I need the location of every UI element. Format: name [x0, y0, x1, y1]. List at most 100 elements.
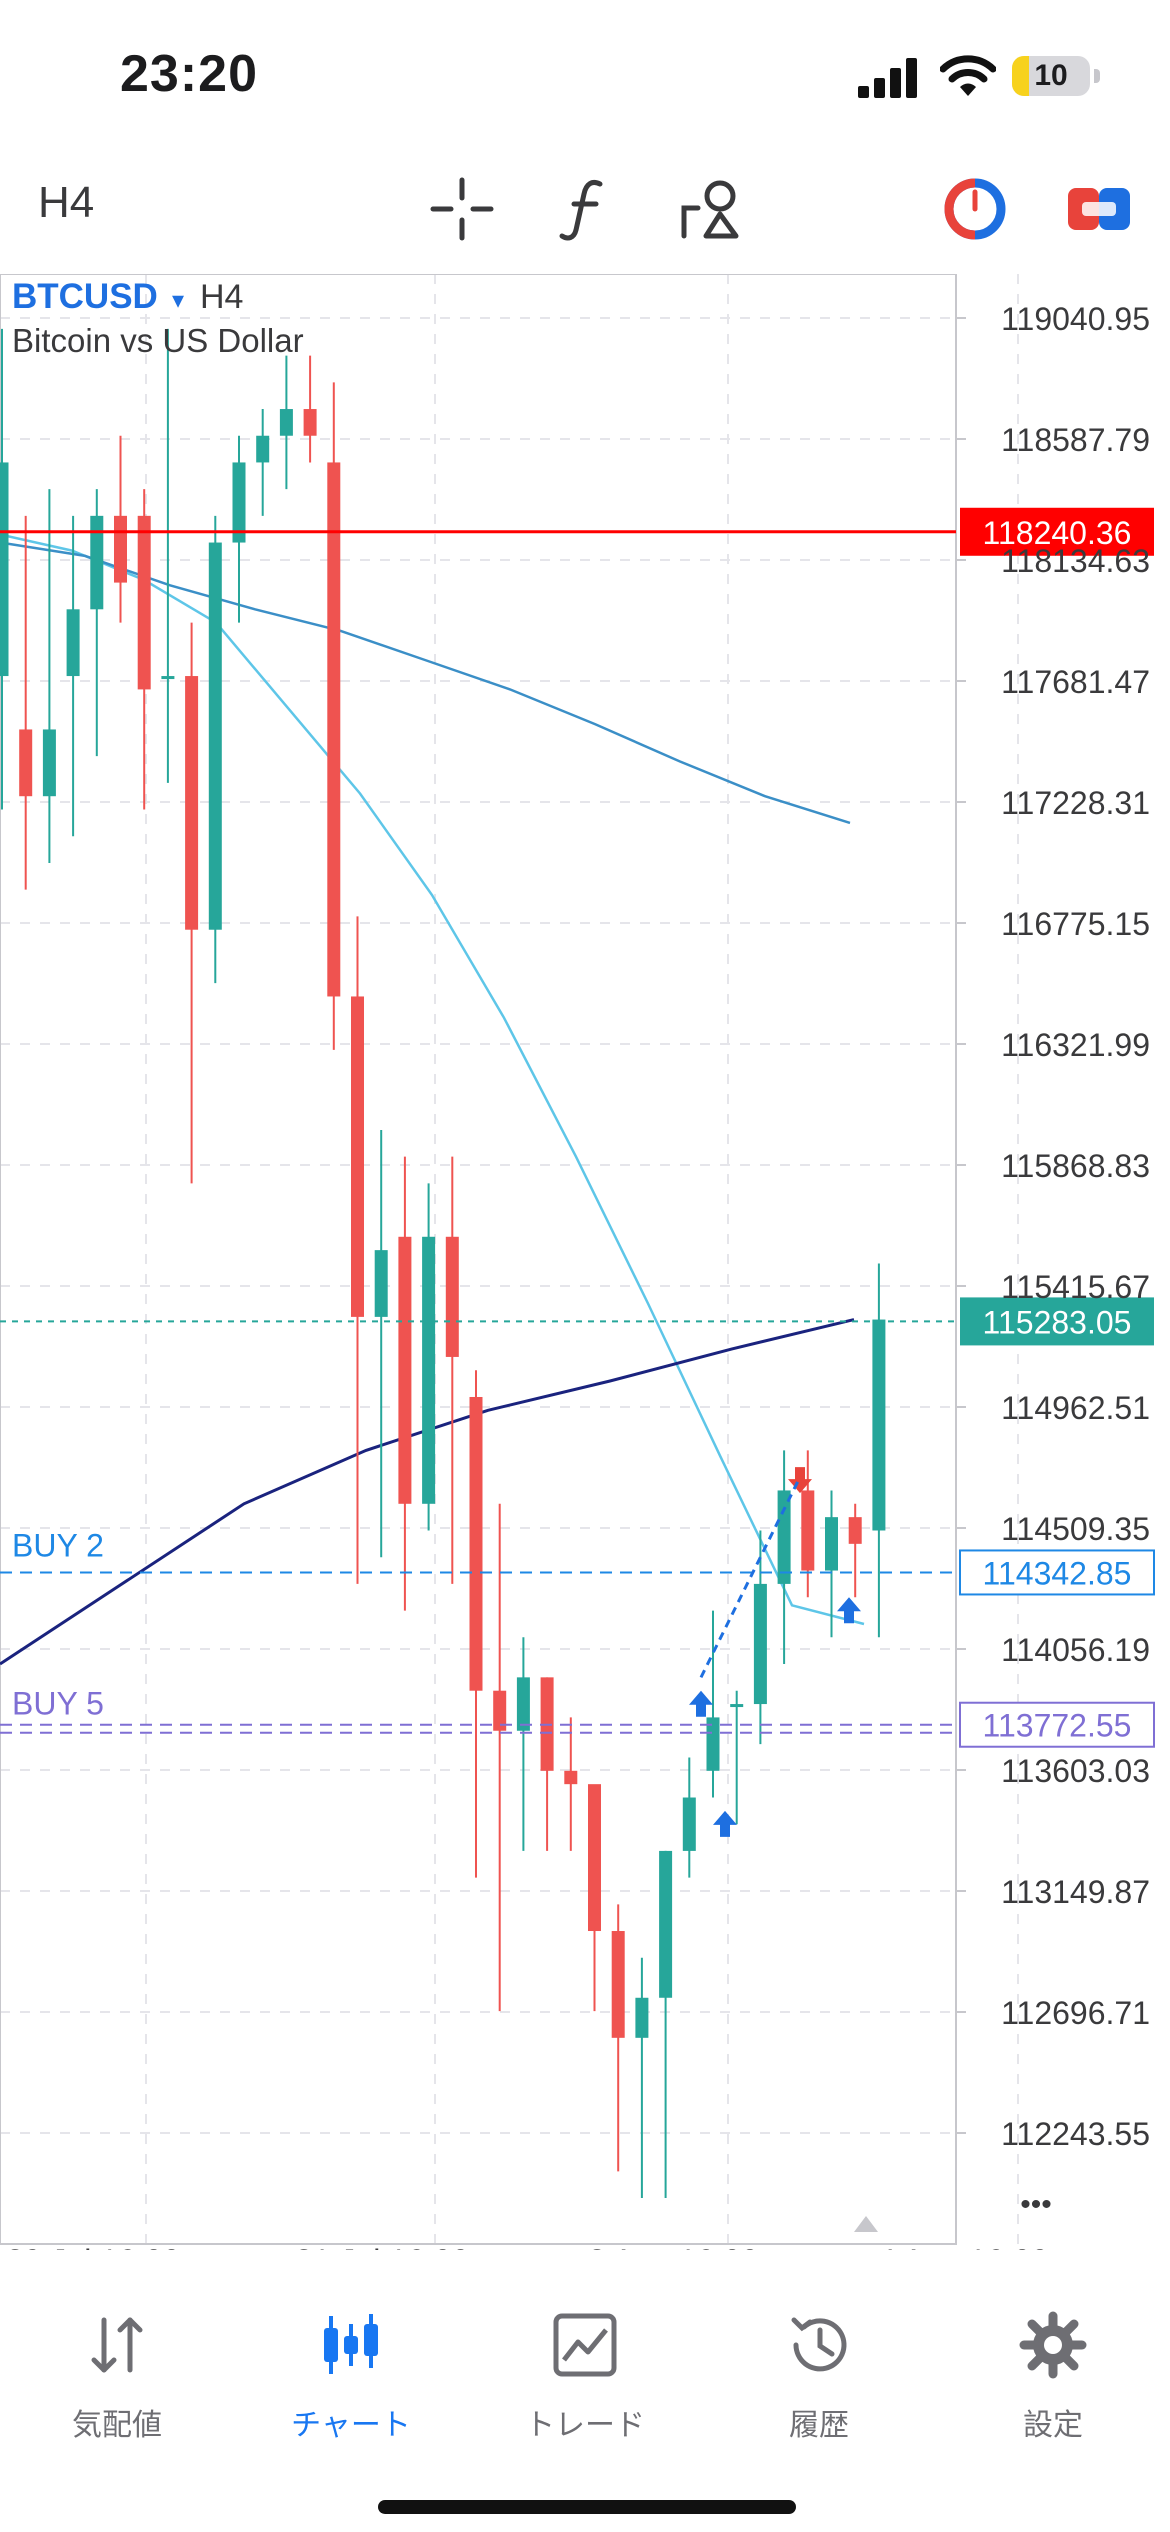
price-label: 116775.15: [1001, 906, 1150, 942]
candle-body: [256, 435, 270, 463]
wifi-icon: [940, 55, 996, 96]
price-label: 118587.79: [1001, 422, 1150, 458]
candle-body: [0, 462, 9, 677]
price-label: 112243.55: [1001, 2116, 1150, 2152]
candle: [66, 515, 80, 837]
candle: [564, 1717, 578, 1851]
buy5-price-box: [959, 1701, 1155, 1748]
trade-link-line: [699, 1476, 802, 1679]
candle-body: [374, 1250, 388, 1317]
tab-trade[interactable]: トレード: [468, 2270, 702, 2460]
symbol-label[interactable]: BTCUSD: [12, 277, 158, 316]
time-label: 29 Jul 16:00: [6, 2243, 180, 2250]
crosshair-icon[interactable]: [427, 174, 497, 244]
tab-quotes[interactable]: 気配値: [0, 2270, 234, 2460]
price-axis: 119040.95 118587.79 118134.63 117681.47 1172…: [956, 301, 1150, 2152]
candle: [327, 382, 341, 1050]
price-label: 115415.67: [1001, 1269, 1150, 1305]
symbol-dropdown-icon[interactable]: ▾: [172, 287, 184, 314]
chart-toolbar: H4: [0, 150, 1170, 274]
candle-body: [42, 729, 56, 797]
candle-body: [185, 676, 199, 930]
candle-body: [777, 1490, 791, 1584]
buy-arrow-icon[interactable]: [689, 1690, 713, 1717]
tab-settings[interactable]: 設定: [936, 2270, 1170, 2460]
buy2-label: BUY 2: [12, 1527, 104, 1563]
function-icon[interactable]: [552, 174, 622, 244]
candle: [753, 1530, 767, 1745]
price-label: 112696.71: [1001, 1995, 1150, 2031]
battery-fill: [1012, 56, 1029, 96]
moving-average-line: [0, 541, 851, 825]
candle: [279, 355, 293, 490]
chart-grid: [0, 274, 1019, 2244]
candle-body: [398, 1236, 412, 1504]
time-label: 4 Aug 16:00: [878, 2243, 1049, 2250]
candle-body: [493, 1690, 507, 1731]
candle: [185, 622, 199, 1184]
more-options-icon[interactable]: •••: [1020, 2188, 1052, 2221]
one-click-trading-icon[interactable]: [1064, 174, 1134, 244]
price-label: 117681.47: [1001, 664, 1150, 700]
candle: [398, 1156, 412, 1611]
candle-body: [445, 1236, 459, 1357]
candle: [516, 1637, 530, 1851]
candle: [588, 1784, 601, 2012]
candle-body: [66, 609, 80, 677]
tab-history[interactable]: 履歴: [702, 2270, 936, 2460]
buy-arrow-icon[interactable]: [837, 1597, 861, 1624]
candle-body: [801, 1490, 815, 1571]
trading-icon[interactable]: [940, 174, 1010, 244]
candle-body: [232, 462, 246, 543]
price-label: 115868.83: [1001, 1148, 1150, 1184]
candle-body: [422, 1236, 436, 1504]
scroll-end-marker[interactable]: [854, 2216, 878, 2232]
candle: [42, 489, 56, 863]
chart-timeframe-label: H4: [200, 278, 243, 316]
candle: [611, 1904, 625, 2172]
candle-body: [161, 676, 175, 680]
candle: [659, 1850, 673, 2199]
tab-history-label: 履歴: [789, 2409, 849, 2442]
candle-body: [611, 1931, 625, 2038]
candle-body: [635, 1997, 649, 2038]
red-level-price-text: 118240.36: [983, 515, 1132, 551]
sell-arrow-icon[interactable]: [788, 1467, 812, 1494]
candle-body: [753, 1583, 767, 1705]
tab-bar: 気配値 チャート トレード 履歴 設定: [0, 2270, 1170, 2532]
candle-body: [825, 1517, 838, 1571]
candle-body: [872, 1319, 886, 1531]
candle: [540, 1677, 554, 1851]
buy5-label: BUY 5: [12, 1686, 104, 1722]
candlestick-icon: [324, 2314, 378, 2374]
symbol-description: Bitcoin vs US Dollar: [12, 322, 304, 359]
candle: [137, 489, 151, 810]
status-time: 23:20: [120, 45, 258, 103]
trade-markers: [689, 1467, 861, 1837]
candle: [848, 1503, 862, 1598]
tab-chart[interactable]: チャート: [234, 2270, 468, 2460]
timeframe-button[interactable]: H4: [38, 178, 95, 227]
price-label: 119040.95: [1001, 301, 1150, 337]
objects-icon[interactable]: [676, 174, 746, 244]
price-chart[interactable]: 118240.36 115283.05 114342.85 113772.55 BUY …: [0, 273, 1170, 2279]
candle-body: [137, 515, 151, 690]
current-price-price-box: [960, 1297, 1154, 1346]
candle: [208, 515, 222, 984]
candle: [493, 1503, 507, 2012]
price-label: 118134.63: [1001, 543, 1150, 579]
price-label: 117228.31: [1001, 785, 1150, 821]
candle: [730, 1690, 744, 1825]
candle: [682, 1757, 696, 1878]
candle: [635, 1957, 649, 2199]
price-label: 113603.03: [1001, 1753, 1150, 1789]
tab-quotes-label: 気配値: [72, 2409, 162, 2442]
candle-body: [90, 515, 104, 610]
price-level-lines: 118240.36 115283.05 114342.85 113772.55 BUY …: [0, 507, 1155, 1748]
chart-border: [0, 273, 957, 2245]
buy-arrow-icon[interactable]: [713, 1810, 737, 1837]
price-label: 114962.51: [1001, 1390, 1150, 1426]
quotes-arrows-icon: [91, 2317, 143, 2373]
candle-body: [303, 409, 317, 436]
candle-body: [706, 1717, 720, 1771]
